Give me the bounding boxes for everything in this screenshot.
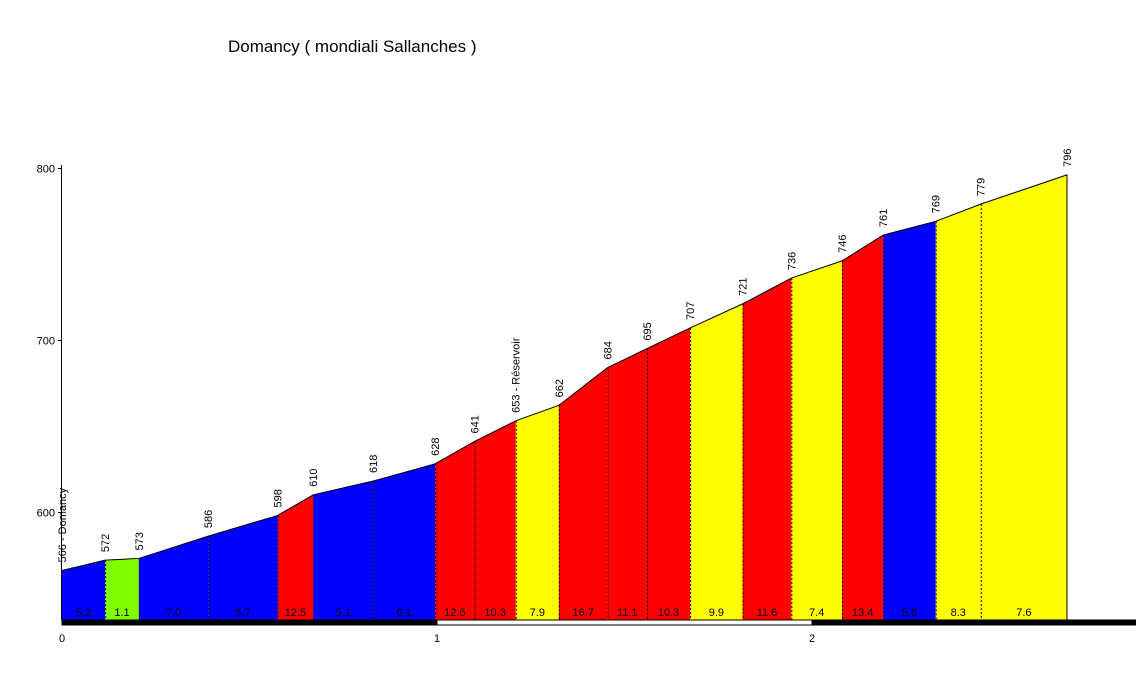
gradient-label: 5.8 — [902, 607, 917, 619]
gradient-label: 5.1 — [336, 607, 351, 619]
elevation-label: 721 — [738, 278, 750, 296]
elevation-label: 746 — [837, 235, 849, 253]
elevation-label: 662 — [554, 379, 566, 397]
profile-segment — [791, 260, 842, 620]
elevation-label: 566 - Domancy — [57, 487, 69, 562]
x-axis-band — [436, 619, 813, 626]
segment-dividers — [105, 204, 982, 620]
profile-segment — [474, 420, 516, 620]
gradient-label: 13.4 — [852, 607, 873, 619]
profile-segment — [62, 560, 106, 620]
x-axis-band — [811, 619, 1136, 626]
y-tick-label: 700 — [37, 336, 55, 348]
gradient-label: 8.3 — [951, 607, 966, 619]
y-axis: 600 700 800 — [37, 164, 62, 620]
gradient-label: 7.4 — [809, 607, 824, 619]
profile-segment — [935, 204, 981, 620]
profile-segment — [313, 481, 374, 620]
elevation-label: 779 — [976, 178, 988, 196]
elevation-labels: 566 - Domancy 572 573 586 598 610 618 628 641 653… — [57, 149, 1074, 563]
gradient-label: 6.7 — [235, 607, 250, 619]
gradient-label: 11.1 — [617, 607, 638, 619]
profile-segment — [883, 221, 936, 620]
gradient-label: 1.1 — [114, 607, 129, 619]
chart-title: Domancy ( mondiali Sallanches ) — [228, 37, 477, 56]
gradient-label: 12.6 — [444, 607, 465, 619]
gradient-label: 5.2 — [76, 607, 91, 619]
gradient-label: 7.9 — [530, 607, 545, 619]
gradient-label: 9.9 — [709, 607, 724, 619]
gradient-label: 6.1 — [397, 607, 412, 619]
y-tick-label: 600 — [37, 508, 55, 520]
profile-segment — [515, 405, 559, 620]
elevation-label: 736 — [786, 252, 798, 270]
gradient-label: 7.0 — [166, 607, 181, 619]
elevation-label: 610 — [308, 468, 320, 486]
elevation-label: 598 — [273, 489, 285, 507]
elevation-label: 653 - Réservoir — [511, 337, 523, 413]
profile-segment — [742, 278, 792, 620]
elevation-label: 618 — [368, 455, 380, 473]
gradient-labels: 5.2 1.1 7.0 6.7 12.5 5.1 6.1 12.6 10.3 7.9 16.7 11.… — [76, 607, 1032, 619]
x-tick-label: 0 — [59, 633, 65, 645]
profile-segment — [690, 303, 743, 620]
profile-segment — [558, 367, 608, 620]
x-axis-band — [61, 619, 438, 626]
elevation-label: 573 — [134, 532, 146, 550]
gradient-label: 10.3 — [484, 607, 505, 619]
profile-segment — [980, 174, 1067, 620]
elevation-label: 628 — [430, 437, 442, 455]
profile-segment — [435, 441, 475, 620]
gradient-label: 12.5 — [285, 607, 306, 619]
y-tick-label: 800 — [37, 164, 55, 176]
elevation-label: 572 — [100, 534, 112, 552]
elevation-label: 684 — [603, 341, 615, 359]
x-tick-label: 2 — [809, 633, 815, 645]
elevation-label: 641 — [470, 415, 482, 433]
gradient-label: 16.7 — [573, 607, 594, 619]
elevation-label: 761 — [878, 209, 890, 227]
profile-segment — [607, 348, 647, 620]
profile-segment — [105, 558, 139, 620]
gradient-label: 11.6 — [757, 607, 778, 619]
profile-outline — [61, 174, 1068, 620]
elevation-label: 796 — [1062, 149, 1074, 167]
gradient-label: 10.3 — [658, 607, 679, 619]
elevation-label: 586 — [203, 510, 215, 528]
profile-segments — [62, 174, 1067, 620]
profile-segment — [277, 494, 314, 620]
x-tick-label: 1 — [434, 633, 440, 645]
elevation-label: 695 — [642, 322, 654, 340]
elevation-label: 707 — [685, 302, 697, 320]
profile-segment — [138, 536, 209, 620]
profile-segment — [208, 515, 278, 620]
gradient-label: 7.6 — [1016, 607, 1031, 619]
elevation-label: 769 — [931, 195, 943, 213]
x-axis: 0 1 2 — [59, 619, 1136, 645]
profile-segment — [647, 327, 691, 620]
profile-segment — [842, 235, 884, 620]
profile-segment — [373, 463, 436, 620]
